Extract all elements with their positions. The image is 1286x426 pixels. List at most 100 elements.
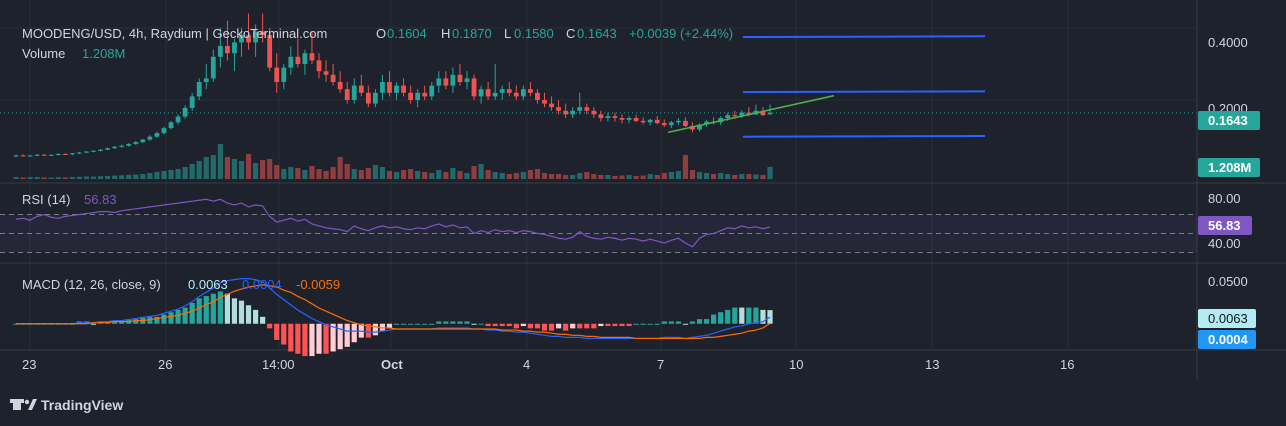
candle-body [584,107,590,111]
macd-histogram-bar [189,302,195,324]
candle-body [542,100,547,104]
drawings[interactable] [667,35,986,138]
close-label: C [566,26,575,41]
candle-body [91,150,96,152]
candle-body [337,82,343,90]
macd-histogram-bar [732,307,738,324]
low-label: L [504,26,511,41]
macd-histogram-bar [182,307,188,324]
macd-histogram-bar [584,323,590,329]
macd-label: MACD (12, 26, close, 9) [22,277,161,292]
volume-bar [90,176,97,179]
volume-bar [337,157,343,179]
macd-histogram-bar [457,321,463,324]
candle-body [408,92,414,100]
volume-bar [478,164,484,179]
volume-bar [238,161,245,179]
candle-body [577,107,583,111]
candle-body [126,143,132,146]
candle-body [520,89,526,97]
macd-histogram-bar [408,323,414,325]
time-tick-2: 14:00 [262,357,295,372]
time-tick-7: 13 [925,357,939,372]
macd-histogram-bar [760,309,766,324]
macd-histogram-bar [598,323,604,327]
candle-body [316,60,322,72]
macd-histogram-bar [210,293,216,324]
time-tick-6: 10 [789,357,803,372]
high-value: 0.1870 [452,26,492,41]
volume-bar [703,173,710,179]
candle-body [84,151,89,153]
candle-body [196,82,202,97]
volume-bar [534,169,541,179]
candle-body [182,107,188,117]
volume-bar [379,167,386,179]
candle-body [612,116,618,118]
volume-bar [739,174,745,179]
volume-bar [34,177,40,179]
volume-bar [309,166,315,179]
volume-bar [27,177,33,179]
candle-body [528,89,533,93]
candle-body [443,78,449,86]
macd-histogram-bar [393,323,400,325]
candle-body [746,112,752,115]
candle-body [203,78,209,82]
macd-histogram-bar [746,307,752,324]
candle-body [274,67,280,82]
volume-bar [527,170,534,179]
macd-histogram-bar [753,307,759,324]
macd-histogram-bar [260,316,266,324]
volume-bar [245,154,252,179]
volume-bar [20,177,26,179]
volume-bar [203,157,209,179]
time-tick-3: Oct [381,357,403,372]
pane-separators [0,0,1286,380]
macd-histogram-bar [224,293,231,324]
macd-histogram-bar [316,323,322,354]
macd-histogram-bar [499,323,505,327]
macd-histogram-bar [703,319,710,324]
candle-body [323,71,329,75]
candle-body [351,85,357,100]
volume-bar [492,172,498,179]
macd-histogram-bar [541,323,548,331]
candle-body [281,67,287,82]
high-label: H [441,26,450,41]
volume-bar [760,175,766,179]
volume-bar [718,173,724,179]
candle-body [267,35,273,68]
low-value: 0.1580 [514,26,554,41]
rsi-band [0,214,1197,253]
candle-body [401,85,406,93]
volume-bar [196,161,202,179]
volume-bar [295,168,301,179]
volume-bar [711,174,717,179]
candle-body [549,103,554,108]
volume-bar [415,171,421,179]
candle-body [13,155,19,157]
macd-histogram-bar [161,314,167,324]
volume-bar [485,170,491,179]
candle-body [27,155,33,157]
macd-histogram-bar [231,298,238,324]
candle-body [506,89,512,93]
volume-bar [140,174,146,179]
volume-bar [400,170,407,179]
candle-body [372,92,378,104]
rsi-last-label: 56.83 [1208,218,1241,233]
candle-body [633,118,639,121]
last-price-badge [1198,111,1260,130]
candle-body [77,152,82,154]
rsi-tick-80: 80.00 [1208,191,1241,206]
volume-bar [302,170,308,179]
macd-histogram-bar [386,323,393,329]
macd-histogram-bar [464,321,470,324]
candle-body [732,115,738,117]
rsi-tick-40: 40.00 [1208,236,1241,251]
macd-histogram-bar [718,312,724,324]
candle-body [98,149,103,151]
macd-last-label: 0.0063 [1208,311,1248,326]
